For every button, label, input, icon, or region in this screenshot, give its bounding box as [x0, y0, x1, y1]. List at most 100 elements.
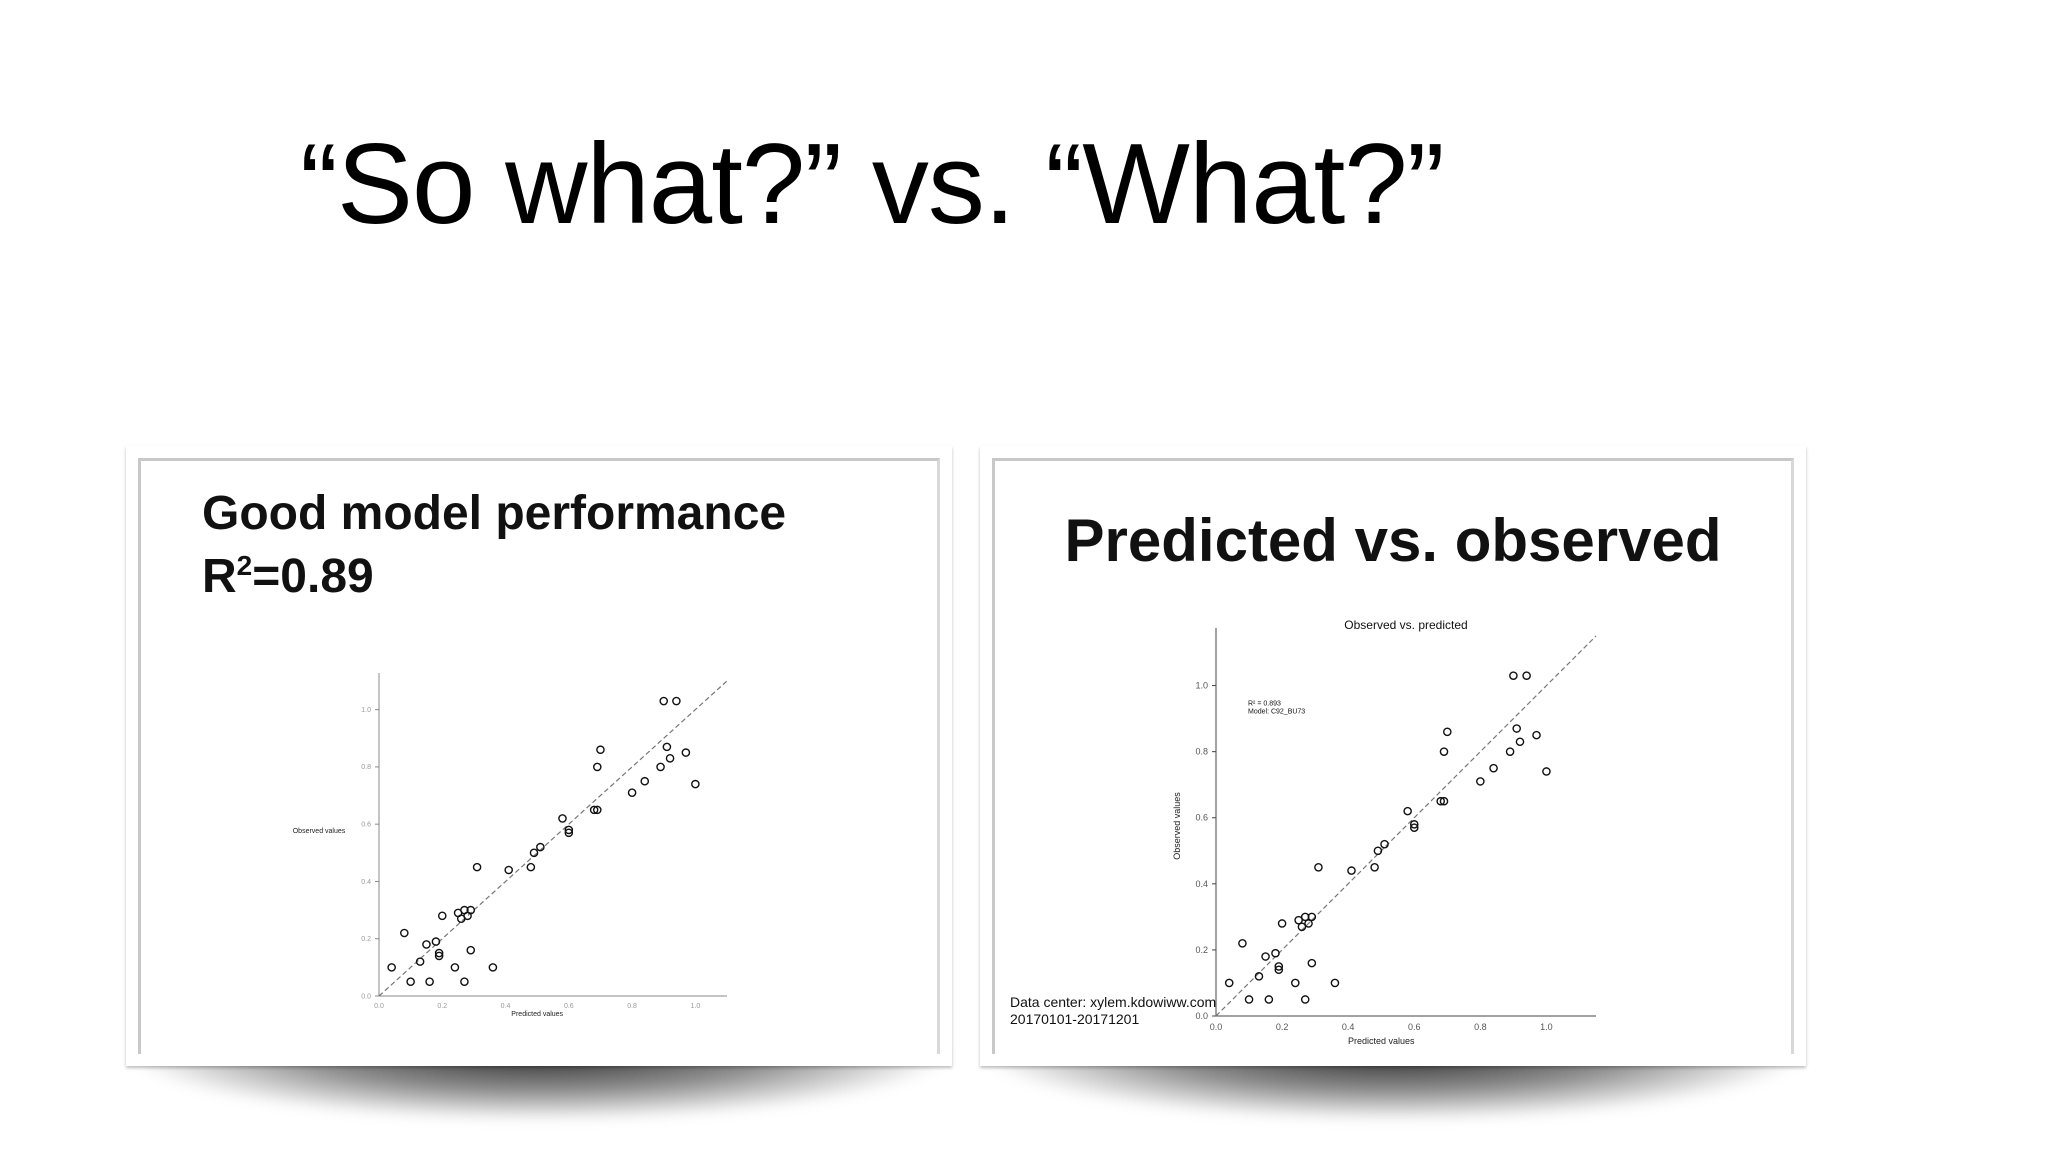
data-point — [1271, 948, 1280, 958]
data-point — [659, 696, 669, 706]
data-point — [529, 848, 539, 858]
data-point — [564, 825, 574, 835]
left-scatter-chart: 0.0 0.2 0.4 0.6 0.8 1.0 0.0 0.2 0.4 0.6 0.8 1.0 Pred… — [293, 673, 728, 1018]
x-tick-label: 0.2 — [1276, 1022, 1289, 1032]
left-heading-line2: R2=0.89 — [202, 545, 786, 608]
data-point — [1244, 995, 1254, 1004]
y-tick-label: 1.0 — [361, 707, 371, 714]
data-point — [1238, 939, 1247, 948]
data-point — [431, 937, 441, 946]
x-tick-label: 0.0 — [374, 1003, 384, 1010]
data-point — [488, 963, 498, 972]
data-point — [1307, 912, 1317, 922]
data-point — [564, 828, 574, 838]
data-point — [387, 963, 396, 972]
r-squared-annotation: R² = 0.893 — [1248, 700, 1281, 707]
data-point — [1436, 796, 1445, 806]
data-point — [1294, 915, 1303, 925]
data-point — [1380, 839, 1389, 849]
chart-title: Observed vs. predicted — [1344, 618, 1467, 632]
x-tick-label: 1.0 — [690, 1003, 700, 1010]
data-point — [1443, 727, 1452, 737]
data-point — [434, 948, 444, 958]
data-center-note: Data center: xylem.kdowiww.com 20170101-… — [1010, 994, 1216, 1028]
data-point — [400, 928, 409, 938]
data-point — [450, 963, 460, 972]
x-axis-label: Predicted values — [511, 1011, 563, 1018]
data-point — [466, 945, 476, 955]
y-tick-label: 0.2 — [1195, 945, 1208, 955]
data-point — [1373, 846, 1383, 856]
data-point — [1274, 962, 1284, 971]
y-tick-label: 0.6 — [1195, 813, 1208, 823]
y-tick-label: 0.0 — [361, 993, 371, 1000]
data-point — [1505, 747, 1515, 756]
data-point — [1330, 978, 1340, 988]
right-panel-heading: Predicted vs. observed — [1064, 507, 1722, 574]
data-point — [681, 748, 691, 757]
data-point — [1512, 724, 1521, 733]
data-center-source: Data center: xylem.kdowiww.com — [1010, 994, 1217, 1010]
right-panel-frame — [992, 458, 1794, 1054]
r-squared-value: =0.89 — [252, 550, 374, 604]
data-point — [672, 696, 681, 706]
y-tick-label: 0.4 — [361, 879, 371, 886]
x-tick-label: 0.4 — [1342, 1022, 1355, 1032]
reference-diagonal-line — [1215, 635, 1597, 1017]
data-point — [460, 977, 469, 986]
data-point — [1542, 767, 1551, 776]
right-scatter-chart: 0.0 0.2 0.4 0.6 0.8 1.0 0.0 0.2 0.4 0.6 0.8 1.0 Pred… — [1172, 618, 1597, 1046]
data-point — [1261, 952, 1270, 961]
data-point — [1532, 730, 1541, 740]
y-tick-label: 0.2 — [361, 936, 371, 943]
y-tick-label: 0.8 — [361, 764, 371, 771]
x-tick-label: 0.8 — [1474, 1022, 1487, 1032]
data-point — [1439, 796, 1449, 806]
data-point — [1224, 978, 1234, 988]
data-point — [1307, 958, 1317, 968]
y-tick-label: 0.8 — [1195, 747, 1208, 757]
data-point — [1277, 919, 1287, 928]
r-squared-superscript: 2 — [236, 550, 253, 582]
left-heading-line1: Good model performance — [202, 487, 787, 540]
y-tick-label: 0.6 — [361, 822, 371, 829]
y-axis-label: Observed values — [1172, 792, 1182, 860]
x-tick-label: 0.6 — [1408, 1022, 1421, 1032]
right-slide-thumbnail: Predicted vs. observed 0.0 0.2 0.4 0.6 0.8 1.… — [980, 446, 1806, 1066]
data-point — [1314, 863, 1323, 872]
y-tick-label: 0.4 — [1195, 879, 1208, 889]
data-point — [665, 754, 675, 763]
data-point — [1489, 763, 1498, 773]
data-point — [415, 957, 425, 966]
x-axis-label: Predicted values — [1348, 1036, 1415, 1046]
data-point — [691, 779, 700, 789]
y-tick-label: 0.0 — [1195, 1011, 1208, 1021]
data-point — [1515, 737, 1525, 747]
data-point — [1274, 965, 1284, 975]
data-point — [662, 742, 672, 752]
data-point — [422, 940, 431, 949]
data-point — [1304, 919, 1313, 928]
left-slide-thumbnail: Good model performance R2=0.89 0.0 0.2 0.4… — [126, 446, 952, 1066]
data-point — [1509, 671, 1518, 680]
r-squared-symbol: R — [202, 550, 237, 604]
data-point — [558, 814, 567, 823]
y-tick-label: 1.0 — [1195, 681, 1208, 691]
data-point — [526, 862, 536, 872]
data-point — [437, 911, 447, 921]
data-point — [425, 977, 434, 986]
x-tick-label: 0.4 — [501, 1003, 511, 1010]
x-tick-label: 1.0 — [1540, 1022, 1553, 1032]
data-point — [1300, 995, 1310, 1004]
data-point — [1409, 823, 1419, 832]
data-point — [1439, 747, 1449, 756]
slide-title: “So what?” vs. “What?” — [300, 121, 1445, 248]
data-point — [472, 862, 482, 872]
data-point — [1291, 978, 1300, 988]
model-annotation: Model: C92_BU73 — [1248, 708, 1305, 715]
y-axis-label: Observed values — [293, 828, 346, 835]
data-point — [1297, 922, 1307, 932]
data-point — [592, 762, 602, 772]
data-point — [1522, 671, 1531, 680]
data-point — [589, 805, 599, 815]
